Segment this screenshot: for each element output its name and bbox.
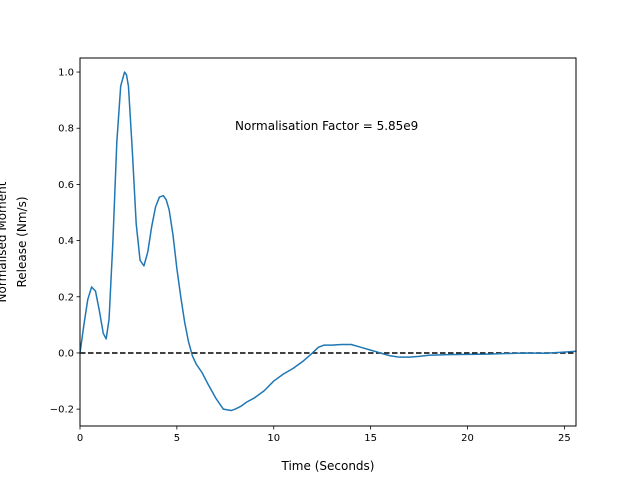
axes-frame: [79, 57, 577, 427]
y-axis-label-line2: Release (Nm/s): [15, 196, 29, 287]
x-axis-ticks: 0 5 10 15 20 25: [77, 426, 571, 444]
y-tick-label: 0.4: [58, 236, 74, 247]
x-tick-label: 5: [174, 433, 180, 444]
y-tick-label: 0.0: [58, 348, 74, 359]
y-tick-label: 1.0: [58, 68, 74, 79]
x-tick-label: 25: [558, 433, 571, 444]
plot-area: [79, 71, 577, 412]
normalisation-annotation: Normalisation Factor = 5.85e9: [235, 119, 418, 133]
x-tick-label: 0: [77, 433, 83, 444]
x-tick-label: 10: [267, 433, 280, 444]
y-tick-label: 0.2: [58, 292, 74, 303]
x-tick-label: 15: [364, 433, 377, 444]
x-axis-label: Time (Seconds): [281, 459, 375, 473]
x-tick-label: 20: [461, 433, 474, 444]
y-axis-label-line1: Normalised Moment: [0, 181, 9, 302]
y-axis-ticks: −0.2 0.0 0.2 0.4 0.6 0.8 1.0: [50, 68, 80, 416]
y-tick-label: −0.2: [50, 405, 74, 416]
y-tick-label: 0.6: [58, 180, 74, 191]
series-line-0: [79, 71, 577, 412]
y-tick-label: 0.8: [58, 124, 74, 135]
